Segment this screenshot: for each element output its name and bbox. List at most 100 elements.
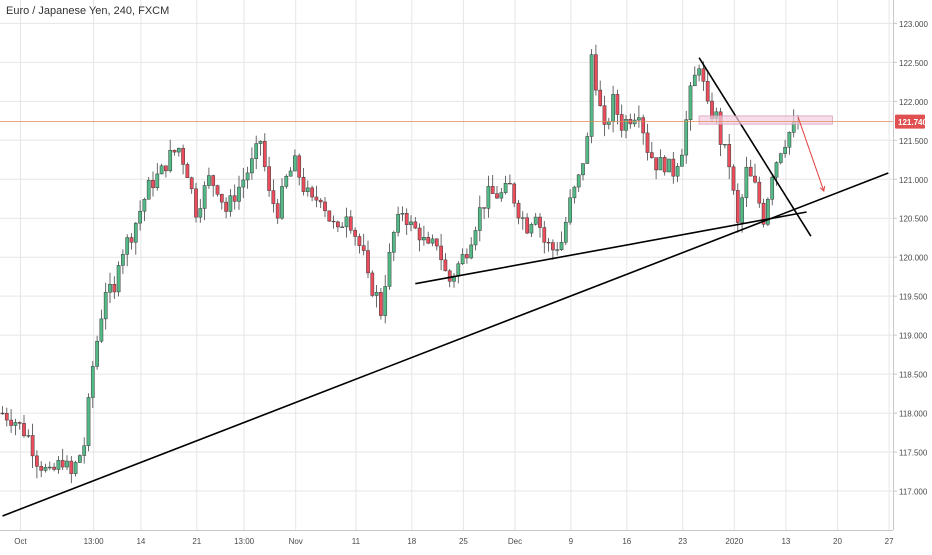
- candle-down: [705, 81, 710, 102]
- x-tick-label: Nov: [289, 537, 303, 546]
- candle-down: [439, 245, 443, 261]
- candle-down: [211, 175, 216, 186]
- candle-up: [637, 117, 641, 121]
- candle-down: [512, 183, 517, 204]
- trendline: [415, 211, 807, 285]
- candle-down: [594, 54, 598, 91]
- annotations: [2, 57, 889, 517]
- candle-down: [35, 455, 39, 467]
- candle-up: [503, 183, 508, 193]
- candle-down: [748, 166, 753, 177]
- candle-down: [404, 213, 409, 225]
- candle-up: [176, 148, 181, 153]
- candle-down: [129, 237, 134, 243]
- candle-up: [374, 292, 379, 296]
- candle-down: [112, 283, 117, 293]
- candle-up: [56, 460, 61, 470]
- candle-down: [297, 155, 302, 178]
- candle-down: [318, 199, 323, 203]
- candle-up: [344, 216, 349, 228]
- last-price-badge: [895, 114, 925, 129]
- candle-down: [598, 89, 603, 106]
- candle-up: [477, 207, 482, 231]
- candle-up: [469, 244, 474, 259]
- candle-down: [331, 220, 336, 223]
- candle-down: [662, 157, 667, 173]
- candle-down: [366, 250, 370, 274]
- candle-up: [86, 397, 91, 447]
- candle-up: [47, 466, 52, 469]
- candle-up: [241, 179, 246, 188]
- candle-down: [645, 132, 650, 153]
- candle-down: [542, 227, 547, 243]
- candle-up: [740, 197, 744, 223]
- candle-up: [133, 222, 138, 243]
- candle-up: [73, 462, 78, 474]
- candle-down: [417, 227, 422, 241]
- x-tick-label: 20: [833, 537, 842, 546]
- candle-down: [370, 272, 375, 296]
- candle-down: [232, 195, 237, 202]
- candle-down: [271, 190, 276, 204]
- candle-up: [774, 162, 779, 178]
- candle-up: [778, 153, 783, 163]
- candle-up: [121, 254, 125, 266]
- candle-down: [310, 187, 314, 198]
- x-tick-label: 27: [885, 537, 894, 546]
- candle-up: [430, 238, 435, 244]
- candle-up: [142, 199, 147, 212]
- candle-up: [78, 455, 82, 463]
- candle-down: [323, 201, 327, 212]
- candle-up: [396, 213, 400, 233]
- candle-down: [495, 193, 499, 199]
- candle-down: [731, 166, 736, 191]
- candle-up: [589, 54, 594, 137]
- candle-down: [314, 196, 319, 201]
- candle-up: [108, 283, 112, 293]
- y-tick-label: 120.000: [899, 254, 928, 263]
- candle-up: [400, 213, 405, 215]
- candle-up: [422, 237, 426, 241]
- candle-down: [538, 216, 542, 228]
- candle-up: [611, 94, 615, 122]
- candle-up: [675, 166, 680, 177]
- candle-up: [499, 192, 504, 199]
- candle-down: [0, 412, 5, 415]
- candle-down: [413, 221, 418, 229]
- candle-up: [744, 166, 749, 198]
- candle-up: [697, 68, 701, 76]
- x-tick-label: 9: [569, 537, 574, 546]
- x-tick-label: 13: [781, 537, 790, 546]
- candle-up: [387, 251, 392, 287]
- x-tick-label: Oct: [14, 537, 27, 546]
- candle-up: [383, 286, 388, 316]
- candle-down: [17, 422, 22, 424]
- trendline: [698, 57, 812, 237]
- candle-up: [284, 175, 289, 187]
- candle-up: [13, 422, 18, 426]
- x-tick-label: 16: [622, 537, 631, 546]
- candle-down: [753, 175, 757, 183]
- resistance-zone: [698, 115, 833, 125]
- candle-down: [735, 190, 740, 223]
- candle-up: [202, 185, 207, 209]
- candle-down: [357, 236, 362, 246]
- candle-down: [718, 111, 723, 145]
- candle-up: [473, 230, 478, 246]
- y-axis: 117.000 117.500 118.000 118.500 119.000 119.5…: [893, 0, 932, 550]
- candle-up: [688, 85, 693, 120]
- candle-up: [245, 172, 250, 181]
- candle-up: [606, 121, 611, 125]
- candle-down: [516, 202, 521, 219]
- candle-down: [181, 148, 185, 165]
- x-tick-label: 23: [678, 537, 687, 546]
- candle-up: [288, 170, 293, 177]
- candle-up: [787, 132, 792, 148]
- last-price: 121.740: [0, 114, 927, 129]
- candle-down: [9, 419, 13, 426]
- grid: [0, 0, 893, 530]
- candle-down: [361, 245, 366, 251]
- x-axis: Oct 13:00 14 21 13:00 Nov 11 18 25 Dec 9 16 23 2020 13…: [0, 530, 894, 546]
- candle-up: [26, 435, 31, 437]
